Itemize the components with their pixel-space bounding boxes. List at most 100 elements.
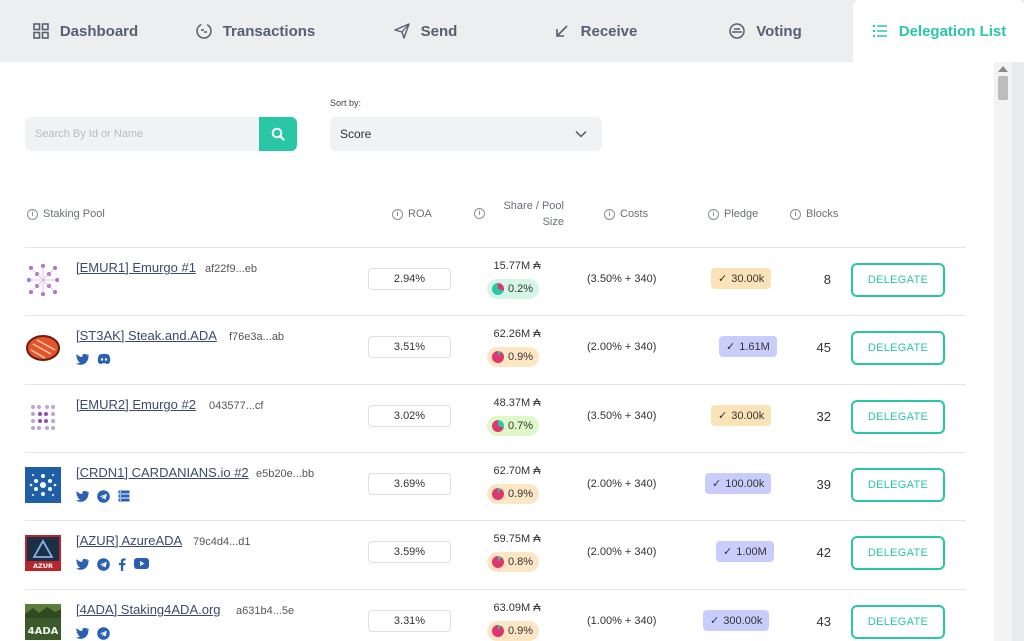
tab-voting[interactable]: Voting (680, 0, 850, 62)
header-share-info: i (474, 208, 485, 219)
telegram-icon[interactable] (97, 558, 110, 571)
header-staking-pool[interactable]: i Staking Pool (27, 208, 105, 220)
delegate-button[interactable]: DELEGATE (851, 400, 945, 434)
pool-name-link[interactable]: [CRDN1] CARDANIANS.io #2 (76, 465, 249, 480)
pool-id: a631b4...5e (236, 605, 295, 617)
table-row: 4ADA [4ADA] Staking4ADA.org a631b4...5e … (25, 589, 966, 641)
pool-size: 62.70M ₳ (493, 465, 541, 477)
checkmark-icon: ✓ (712, 478, 722, 490)
pool-name-link[interactable]: [AZUR] AzureADA (76, 533, 183, 548)
blocks-count: 43 (816, 614, 831, 629)
roa-value: 3.69% (368, 473, 451, 495)
search-button[interactable] (259, 117, 297, 151)
pledge-value: 1.00M (736, 545, 767, 558)
header-blocks[interactable]: i Blocks (790, 208, 838, 220)
tab-label: Dashboard (59, 22, 139, 40)
tab-send[interactable]: Send (340, 0, 510, 62)
info-icon: i (392, 208, 403, 220)
youtube-icon[interactable] (134, 558, 149, 569)
delegate-button[interactable]: DELEGATE (851, 263, 945, 297)
pledge-value: 100.00k (725, 477, 765, 490)
search-box (25, 117, 297, 151)
pool-size: 63.09M ₳ (493, 602, 541, 614)
pledge-value: 30.00k (731, 272, 765, 285)
header-label: Costs (620, 208, 649, 220)
facebook-icon[interactable] (118, 558, 126, 571)
blocks-count: 8 (823, 272, 831, 287)
share-value: 0.9% (508, 625, 534, 637)
pledge-value: 1.61M (739, 340, 770, 353)
costs-value: (1.00% + 340) (587, 615, 657, 627)
info-icon: i (790, 208, 801, 220)
tab-transactions[interactable]: Transactions (170, 0, 340, 62)
tab-label: Receive (580, 22, 638, 40)
social-links (76, 353, 111, 365)
steak-logo (26, 335, 60, 361)
tab-label: Voting (756, 22, 802, 40)
telegram-icon[interactable] (97, 627, 110, 640)
search-input[interactable] (25, 117, 259, 151)
server-icon[interactable] (118, 490, 130, 502)
costs-value: (3.50% + 340) (587, 410, 657, 422)
costs-value: (2.00% + 340) (587, 546, 657, 558)
header-costs[interactable]: i Costs (604, 208, 648, 220)
blocks-count: 32 (816, 409, 831, 424)
share-badge: 0.9% (487, 347, 540, 367)
chevron-down-icon (575, 130, 587, 138)
pool-id: e5b20e...bb (256, 468, 315, 480)
delegate-button[interactable]: DELEGATE (851, 536, 945, 570)
tab-label: Transactions (222, 22, 316, 40)
tab-receive[interactable]: Receive (510, 0, 680, 62)
header-label: Pledge (724, 208, 759, 220)
info-icon: i (708, 208, 719, 220)
header-label: Blocks (806, 208, 839, 220)
header-label: Staking Pool (43, 208, 105, 220)
share-badge: 0.7% (487, 416, 540, 436)
delegate-button[interactable]: DELEGATE (851, 468, 945, 502)
delegate-button[interactable]: DELEGATE (851, 331, 945, 365)
pool-name-link[interactable]: [EMUR1] Emurgo #1 (76, 260, 196, 275)
twitter-icon[interactable] (76, 627, 89, 639)
costs-value: (2.00% + 340) (587, 341, 657, 353)
social-links (76, 558, 149, 571)
pledge-badge: ✓ 300.00k (703, 610, 770, 631)
share-value: 0.7% (508, 420, 534, 432)
share-value: 0.9% (508, 351, 534, 363)
pledge-value: 300.00k (723, 614, 763, 627)
tab-dashboard[interactable]: Dashboard (0, 0, 170, 62)
telegram-icon[interactable] (97, 490, 110, 503)
discord-icon[interactable] (97, 353, 111, 365)
tab-label: Send (420, 22, 458, 40)
pool-name-link[interactable]: [4ADA] Staking4ADA.org (76, 602, 221, 617)
window-edge (1012, 62, 1024, 641)
info-icon: i (27, 208, 38, 220)
header-share-pool-size[interactable]: Share / Pool Size (503, 200, 564, 228)
share-badge: 0.9% (487, 484, 540, 504)
pie-icon (492, 488, 504, 500)
info-icon: i (604, 208, 615, 220)
twitter-icon[interactable] (76, 353, 89, 365)
header-pledge[interactable]: i Pledge (708, 208, 758, 220)
pool-size: 62.26M ₳ (493, 328, 541, 340)
vertical-scrollbar[interactable] (994, 62, 1012, 641)
send-paper-plane-icon (393, 22, 411, 40)
twitter-icon[interactable] (76, 490, 89, 502)
delegate-button[interactable]: DELEGATE (851, 605, 945, 639)
social-links (76, 490, 130, 503)
pool-name-link[interactable]: [ST3AK] Steak.and.ADA (76, 328, 217, 343)
header-roa[interactable]: i ROA (392, 208, 432, 220)
tab-delegation-list[interactable]: Delegation List (853, 0, 1024, 62)
pool-id: 79c4d4...d1 (193, 536, 251, 548)
pool-name-link[interactable]: [EMUR2] Emurgo #2 (76, 397, 196, 412)
share-badge: 0.2% (487, 279, 540, 299)
emurgo-logo (31, 405, 55, 430)
list-icon (871, 22, 889, 40)
sort-label: Sort by: (330, 98, 362, 108)
twitter-icon[interactable] (76, 558, 89, 570)
scrollbar-thumb[interactable] (998, 76, 1008, 100)
sort-select[interactable]: Score (330, 117, 602, 151)
roa-value: 2.94% (368, 268, 451, 290)
scroll-up-arrow-icon[interactable] (998, 66, 1008, 72)
roa-value: 3.51% (368, 336, 451, 358)
pie-icon (492, 351, 504, 363)
